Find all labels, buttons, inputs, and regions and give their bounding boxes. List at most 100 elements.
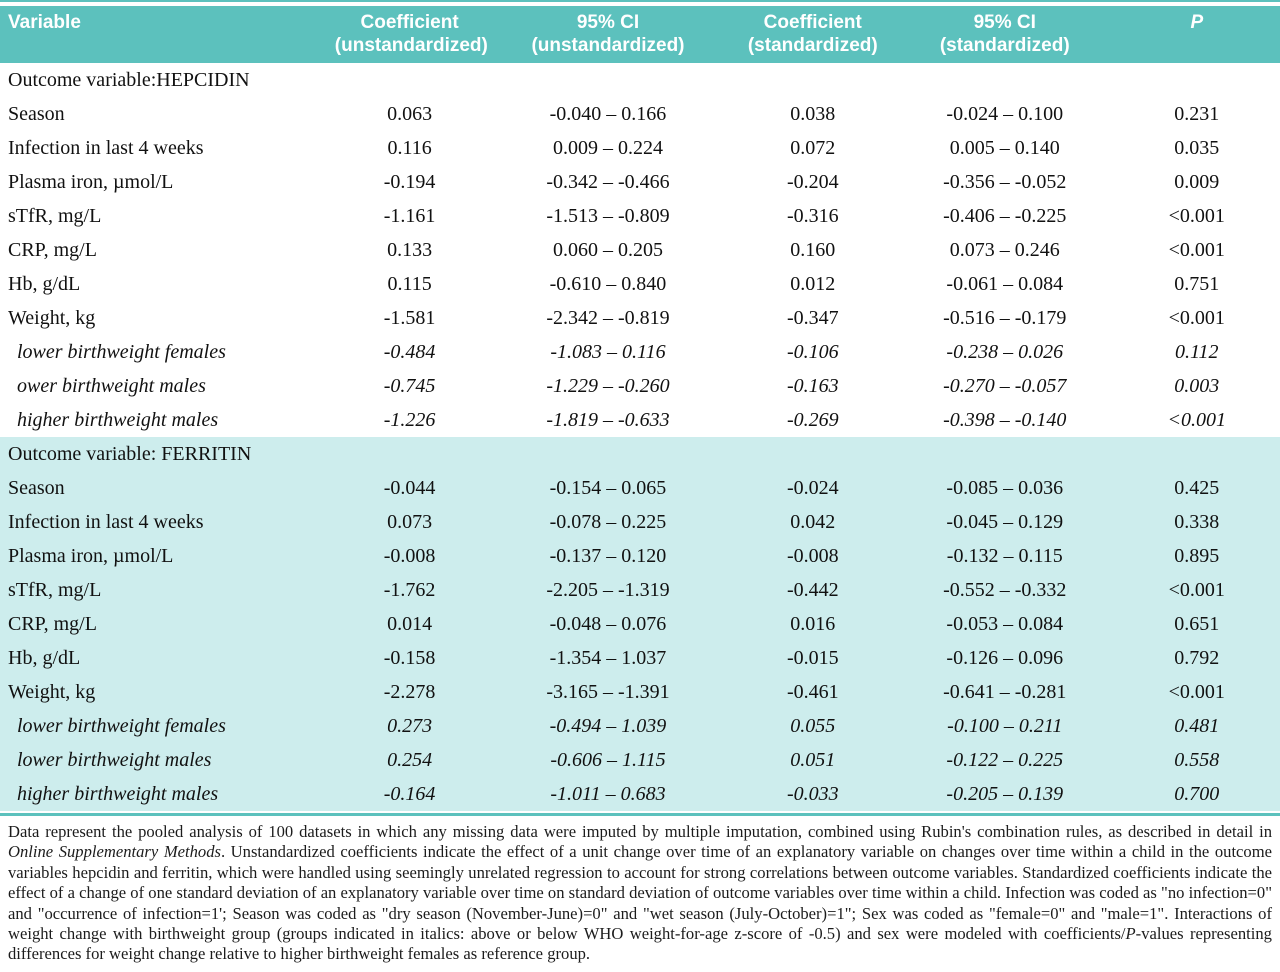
table-row: sTfR, mg/L -1.161 -1.513 – -0.809 -0.316 -0.… xyxy=(0,199,1280,233)
top-rule xyxy=(0,0,1280,2)
table-row: Hb, g/dL -0.158 -1.354 – 1.037 -0.015 -0.126… xyxy=(0,641,1280,675)
section-title: Outcome variable:HEPCIDIN xyxy=(8,68,250,91)
coef_unstd-cell: 0.254 xyxy=(332,743,487,777)
ci_std-cell: -0.552 – -0.332 xyxy=(895,573,1114,607)
table-row: Plasma iron, µmol/L -0.194 -0.342 – -0.466… xyxy=(0,165,1280,199)
column-header-label: 95% CI xyxy=(576,12,640,33)
coef_unstd-cell: 0.273 xyxy=(332,709,487,743)
p-cell: 0.003 xyxy=(1174,374,1220,397)
ci_unstd-cell: -2.342 – -0.819 xyxy=(546,306,670,329)
coef_unstd-cell: -0.164 xyxy=(332,777,487,811)
ci_std-cell: 0.005 – 0.140 xyxy=(949,136,1060,159)
variable-cell: higher birthweight males xyxy=(0,777,333,811)
ci_unstd-cell: -2.205 – -1.319 xyxy=(486,573,730,607)
coef_std-cell: -0.015 xyxy=(729,641,896,675)
variable-cell: Infection in last 4 weeks xyxy=(8,136,204,159)
ci_unstd-cell: -0.606 – 1.115 xyxy=(486,743,730,777)
column-header-label: Coefficient xyxy=(763,12,862,33)
variable-cell: sTfR, mg/L xyxy=(0,573,333,607)
ci_std-cell: -0.356 – -0.052 xyxy=(943,170,1067,193)
table-row: higher birthweight males -0.164 -1.011 – 0… xyxy=(0,777,1280,811)
regression-table: Variable Coefficient (unstandardized) 95… xyxy=(0,6,1280,811)
p-cell: 0.112 xyxy=(1175,340,1219,363)
p-cell: <0.001 xyxy=(1168,204,1225,227)
column-header-p-value: P xyxy=(1113,6,1280,63)
coef_std-cell: 0.016 xyxy=(729,607,896,641)
column-header-label: Coefficient xyxy=(360,12,459,33)
p-cell: 0.009 xyxy=(1174,170,1220,193)
variable-cell: Hb, g/dL xyxy=(8,272,81,295)
coef_unstd-cell: 0.063 xyxy=(387,102,433,125)
table-row: CRP, mg/L 0.014 -0.048 – 0.076 0.016 -0.053 … xyxy=(0,607,1280,641)
variable-cell: lower birthweight males xyxy=(0,743,333,777)
section-hepcidin: Outcome variable:HEPCIDIN Season 0.063 -0.0… xyxy=(0,63,1280,437)
ci_unstd-cell: -0.137 – 0.120 xyxy=(486,539,730,573)
coef_unstd-cell: -0.044 xyxy=(332,471,487,505)
table-row: CRP, mg/L 0.133 0.060 – 0.205 0.160 0.073 – … xyxy=(0,233,1280,267)
table-row: lower birthweight females 0.273 -0.494 – 1… xyxy=(0,709,1280,743)
column-header-label: Variable xyxy=(8,12,81,33)
coef_std-cell: 0.160 xyxy=(790,238,836,261)
ci_unstd-cell: -0.078 – 0.225 xyxy=(486,505,730,539)
ci_unstd-cell: 0.009 – 0.224 xyxy=(552,136,663,159)
p-cell: 0.231 xyxy=(1174,102,1220,125)
ci_std-cell: -0.053 – 0.084 xyxy=(895,607,1114,641)
ci_unstd-cell: -3.165 – -1.391 xyxy=(486,675,730,709)
ci_std-cell: -0.641 – -0.281 xyxy=(895,675,1114,709)
table-footnote: Data represent the pooled analysis of 10… xyxy=(8,822,1272,965)
table-row: Season -0.044 -0.154 – 0.065 -0.024 -0.085 –… xyxy=(0,471,1280,505)
table-row: Weight, kg -2.278 -3.165 – -1.391 -0.461 -0.… xyxy=(0,675,1280,709)
variable-cell: Infection in last 4 weeks xyxy=(0,505,333,539)
ci_unstd-cell: -0.494 – 1.039 xyxy=(486,709,730,743)
table-row: Infection in last 4 weeks 0.116 0.009 – 0.… xyxy=(0,131,1280,165)
ci_unstd-cell: -1.011 – 0.683 xyxy=(486,777,730,811)
variable-cell: Weight, kg xyxy=(8,306,96,329)
coef_unstd-cell: -1.762 xyxy=(332,573,487,607)
ci_unstd-cell: -0.342 – -0.466 xyxy=(546,170,670,193)
column-header-variable: Variable xyxy=(0,6,333,63)
column-header-label: 95% CI xyxy=(973,12,1036,33)
ci_unstd-cell: -1.354 – 1.037 xyxy=(486,641,730,675)
coef_unstd-cell: -0.008 xyxy=(332,539,487,573)
footnote-italic-p: P xyxy=(1125,924,1136,944)
footnote-text: -values representing differences for wei… xyxy=(8,924,1272,964)
coef_std-cell: -0.442 xyxy=(729,573,896,607)
coef_std-cell: 0.038 xyxy=(790,102,836,125)
ci_unstd-cell: -0.610 – 0.840 xyxy=(549,272,667,295)
variable-cell: higher birthweight males xyxy=(17,408,219,431)
bottom-rule xyxy=(0,813,1280,816)
ci_std-cell: -0.085 – 0.036 xyxy=(895,471,1114,505)
p-cell: 0.338 xyxy=(1113,505,1280,539)
coef_unstd-cell: -0.158 xyxy=(332,641,487,675)
ci_unstd-cell: 0.060 – 0.205 xyxy=(552,238,663,261)
coef_std-cell: -0.461 xyxy=(729,675,896,709)
column-header-label: P xyxy=(1190,12,1204,33)
ci_unstd-cell: -0.048 – 0.076 xyxy=(486,607,730,641)
variable-cell: Hb, g/dL xyxy=(0,641,333,675)
table-header: Variable Coefficient (unstandardized) 95… xyxy=(0,6,1280,63)
ci_std-cell: -0.100 – 0.211 xyxy=(895,709,1114,743)
table-row: Infection in last 4 weeks 0.073 -0.078 – 0… xyxy=(0,505,1280,539)
coef_unstd-cell: -1.226 xyxy=(383,408,436,431)
p-cell: <0.001 xyxy=(1168,238,1225,261)
column-header-coefficient-standardized: Coefficient (standardized) xyxy=(729,6,896,63)
column-header-sublabel: (unstandardized) xyxy=(334,35,488,56)
ci_std-cell: -0.398 – -0.140 xyxy=(943,408,1067,431)
ci_std-cell: 0.073 – 0.246 xyxy=(949,238,1060,261)
ci_unstd-cell: -0.040 – 0.166 xyxy=(549,102,667,125)
coef_std-cell: -0.033 xyxy=(729,777,896,811)
coef_unstd-cell: -1.161 xyxy=(383,204,436,227)
p-cell: <0.001 xyxy=(1113,573,1280,607)
coef_unstd-cell: 0.133 xyxy=(387,238,433,261)
column-header-sublabel: (standardized) xyxy=(939,35,1070,56)
section-title-row: Outcome variable: FERRITIN xyxy=(0,437,1280,471)
coef_unstd-cell: 0.115 xyxy=(387,272,432,295)
coef_std-cell: -0.204 xyxy=(786,170,839,193)
table-row: Plasma iron, µmol/L -0.008 -0.137 – 0.120-… xyxy=(0,539,1280,573)
variable-cell: ower birthweight males xyxy=(17,374,206,397)
p-cell: 0.895 xyxy=(1113,539,1280,573)
ci_std-cell: -0.024 – 0.100 xyxy=(946,102,1064,125)
variable-cell: Plasma iron, µmol/L xyxy=(8,170,174,193)
section-title-row: Outcome variable:HEPCIDIN xyxy=(0,63,1280,97)
